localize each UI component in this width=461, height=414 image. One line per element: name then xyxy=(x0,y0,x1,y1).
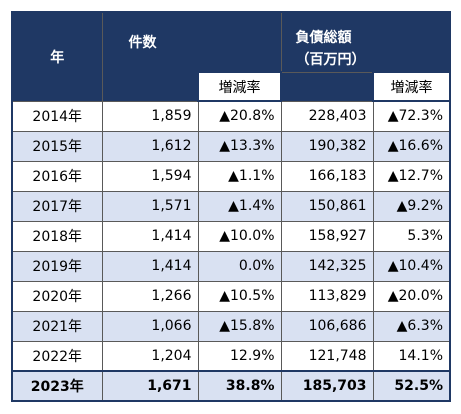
table-row: 2018年 1,414 ▲10.0% 158,927 5.3% xyxy=(11,220,451,252)
cell-debt-change: 5.3% xyxy=(372,220,451,252)
cell-debt-change: ▲12.7% xyxy=(372,160,451,192)
cell-count: 1,414 xyxy=(101,250,199,282)
table-row: 2019年 1,414 0.0% 142,325 ▲10.4% xyxy=(11,250,451,282)
cell-year: 2020年 xyxy=(11,280,103,312)
header-debt-spacer xyxy=(280,72,374,102)
cell-year: 2022年 xyxy=(11,340,103,372)
table-row: 2020年 1,266 ▲10.5% 113,829 ▲20.0% xyxy=(11,280,451,312)
cell-debt: 142,325 xyxy=(280,250,374,282)
cell-debt: 150,861 xyxy=(280,190,374,222)
header-debt-change: 増減率 xyxy=(372,71,451,102)
cell-count: 1,612 xyxy=(101,130,199,162)
cell-year: 2019年 xyxy=(11,250,103,282)
cell-debt-change: ▲72.3% xyxy=(372,100,451,132)
cell-year: 2014年 xyxy=(11,100,103,132)
cell-year: 2018年 xyxy=(11,220,103,252)
cell-count: 1,066 xyxy=(101,310,199,342)
header-debt-title: 負債総額 xyxy=(295,30,352,46)
cell-debt-change: ▲16.6% xyxy=(372,130,451,162)
cell-debt-change: ▲6.3% xyxy=(372,310,451,342)
cell-year: 2017年 xyxy=(11,190,103,222)
cell-count-change: 12.9% xyxy=(197,340,282,372)
cell-year: 2021年 xyxy=(11,310,103,342)
cell-count-change: ▲20.8% xyxy=(197,100,282,132)
cell-debt: 185,703 xyxy=(280,370,374,402)
cell-debt: 190,382 xyxy=(280,130,374,162)
header-year: 年 xyxy=(11,11,103,102)
cell-count-change: ▲1.4% xyxy=(197,190,282,222)
cell-count-change: ▲10.0% xyxy=(197,220,282,252)
table-row: 2022年 1,204 12.9% 121,748 14.1% xyxy=(11,340,451,372)
cell-year: 2016年 xyxy=(11,160,103,192)
cell-debt: 106,686 xyxy=(280,310,374,342)
cell-count: 1,859 xyxy=(101,100,199,132)
cell-debt: 166,183 xyxy=(280,160,374,192)
cell-count: 1,594 xyxy=(101,160,199,192)
cell-count: 1,204 xyxy=(101,340,199,372)
cell-count-change: ▲1.1% xyxy=(197,160,282,192)
header-count-change: 増減率 xyxy=(197,71,282,102)
statistics-table: 年 件数 負債総額 （百万円） 増減率 増減率 2014年 1,859 ▲20.… xyxy=(11,11,451,402)
cell-debt-change: ▲20.0% xyxy=(372,280,451,312)
header-debt: 負債総額 （百万円） xyxy=(280,11,451,73)
header-debt-unit: （百万円） xyxy=(295,52,366,68)
table-row-latest: 2023年 1,671 38.8% 185,703 52.5% xyxy=(11,370,451,402)
cell-debt: 121,748 xyxy=(280,340,374,372)
cell-count: 1,266 xyxy=(101,280,199,312)
cell-count: 1,414 xyxy=(101,220,199,252)
cell-year: 2015年 xyxy=(11,130,103,162)
table-row: 2017年 1,571 ▲1.4% 150,861 ▲9.2% xyxy=(11,190,451,222)
cell-debt-change: 14.1% xyxy=(372,340,451,372)
header-count-spacer xyxy=(101,72,199,102)
table-row: 2016年 1,594 ▲1.1% 166,183 ▲12.7% xyxy=(11,160,451,192)
cell-count-change: ▲10.5% xyxy=(197,280,282,312)
cell-count-change: 38.8% xyxy=(197,370,282,402)
cell-debt: 228,403 xyxy=(280,100,374,132)
cell-debt: 158,927 xyxy=(280,220,374,252)
cell-count-change: ▲13.3% xyxy=(197,130,282,162)
table-row: 2014年 1,859 ▲20.8% 228,403 ▲72.3% xyxy=(11,100,451,132)
cell-count: 1,671 xyxy=(101,370,199,402)
cell-debt-change: ▲9.2% xyxy=(372,190,451,222)
cell-count: 1,571 xyxy=(101,190,199,222)
table-row: 2021年 1,066 ▲15.8% 106,686 ▲6.3% xyxy=(11,310,451,342)
cell-year: 2023年 xyxy=(11,370,103,402)
cell-count-change: 0.0% xyxy=(197,250,282,282)
cell-debt-change: 52.5% xyxy=(372,370,451,402)
table-row: 2015年 1,612 ▲13.3% 190,382 ▲16.6% xyxy=(11,130,451,162)
cell-debt: 113,829 xyxy=(280,280,374,312)
header-count: 件数 xyxy=(101,11,282,72)
cell-count-change: ▲15.8% xyxy=(197,310,282,342)
cell-debt-change: ▲10.4% xyxy=(372,250,451,282)
